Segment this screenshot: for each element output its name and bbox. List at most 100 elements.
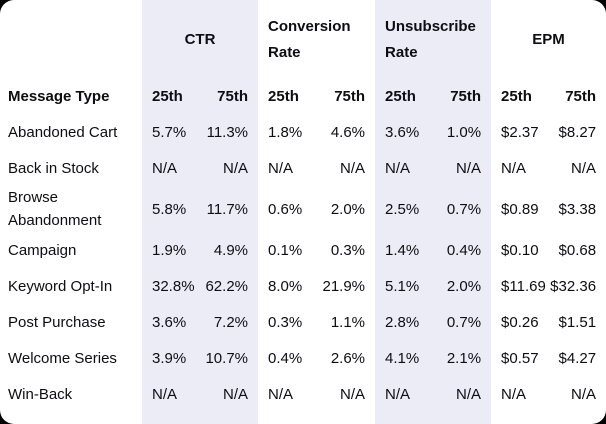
conversion-25th-header: 25th: [268, 87, 299, 105]
conversion-75th-cell: 0.3%: [330, 241, 366, 259]
conversion-75th-cell: 1.1%: [330, 313, 366, 331]
unsubscribe-75th-cell: N/A: [456, 159, 482, 177]
epm-75th-cell: $32.36: [550, 277, 597, 295]
conversion-25th-cell: 0.6%: [268, 200, 303, 218]
conversion-25th-cell: 0.3%: [268, 313, 303, 331]
epm-25th-cell: $0.57: [501, 349, 539, 367]
unsubscribe-25th-cell: 3.6%: [385, 123, 420, 141]
epm-25th-cell: $2.37: [501, 123, 539, 141]
column-group-conversion-rate: Conversion Rate: [268, 18, 351, 61]
unsubscribe-25th-cell: N/A: [385, 385, 411, 403]
unsubscribe-75th-cell: 0.4%: [446, 241, 482, 259]
conversion-75th-header: 75th: [334, 87, 366, 105]
conversion-75th-cell: 2.0%: [330, 200, 366, 218]
unsubscribe-25th-cell: 4.1%: [385, 349, 420, 367]
epm-75th-cell: $1.51: [558, 313, 597, 331]
table-row: Campaign 1.9% 4.9% 0.1% 0.3% 1.4% 0.4% $…: [0, 232, 606, 268]
ctr-column-highlight-band: [142, 0, 258, 424]
epm-25th-cell: N/A: [501, 385, 527, 403]
message-type-cell: Browse Abandonment: [8, 189, 102, 229]
ctr-25th-cell: 5.7%: [152, 123, 187, 141]
ctr-25th-cell: 3.6%: [152, 313, 187, 331]
table-header: CTR Conversion Rate Unsubscribe Rate EPM…: [0, 0, 606, 114]
epm-25th-cell: $11.69: [501, 277, 546, 295]
unsubscribe-25th-cell: 2.8%: [385, 313, 420, 331]
ctr-75th-cell: N/A: [223, 385, 249, 403]
table-row: Keyword Opt-In 32.8% 62.2% 8.0% 21.9% 5.…: [0, 268, 606, 304]
ctr-25th-cell: 1.9%: [152, 241, 187, 259]
conversion-75th-cell: 4.6%: [330, 123, 366, 141]
message-type-cell: Win-Back: [8, 385, 73, 403]
epm-25th-cell: N/A: [501, 159, 527, 177]
message-type-cell: Campaign: [8, 241, 77, 259]
conversion-25th-cell: N/A: [268, 159, 294, 177]
conversion-25th-cell: 1.8%: [268, 123, 303, 141]
unsubscribe-75th-cell: 0.7%: [446, 313, 482, 331]
ctr-75th-cell: 10.7%: [205, 349, 249, 367]
percentile-header-row: Message Type 25th 75th 25th 75th 25th 75…: [0, 78, 606, 114]
conversion-25th-cell: N/A: [268, 385, 294, 403]
epm-25th-cell: $0.26: [501, 313, 539, 331]
epm-75th-cell: N/A: [571, 385, 597, 403]
ctr-75th-cell: 7.2%: [213, 313, 249, 331]
ctr-25th-cell: N/A: [152, 159, 178, 177]
table-row: Win-Back N/A N/A N/A N/A N/A N/A N/A N/A: [0, 376, 606, 412]
epm-25th-cell: $0.10: [501, 241, 539, 259]
unsubscribe-75th-cell: N/A: [456, 385, 482, 403]
table-corner-cell: [0, 0, 142, 78]
unsubscribe-75th-cell: 0.7%: [446, 200, 482, 218]
ctr-75th-cell: 62.2%: [205, 277, 249, 295]
epm-75th-cell: N/A: [571, 159, 597, 177]
ctr-25th-cell: N/A: [152, 385, 178, 403]
table-row: Browse Abandonment 5.8% 11.7% 0.6% 2.0% …: [0, 186, 606, 232]
epm-25th-header: 25th: [501, 87, 532, 105]
conversion-25th-cell: 8.0%: [268, 277, 303, 295]
ctr-25th-cell: 3.9%: [152, 349, 187, 367]
ctr-75th-cell: 11.3%: [206, 123, 249, 141]
epm-75th-cell: $3.38: [558, 200, 597, 218]
conversion-75th-cell: N/A: [340, 385, 366, 403]
column-group-header-row: CTR Conversion Rate Unsubscribe Rate EPM: [0, 0, 606, 78]
ctr-25th-cell: 5.8%: [152, 200, 187, 218]
message-type-cell: Welcome Series: [8, 349, 117, 367]
column-group-ctr: CTR: [184, 31, 216, 48]
table-row: Back in Stock N/A N/A N/A N/A N/A N/A N/…: [0, 150, 606, 186]
unsubscribe-75th-cell: 2.0%: [446, 277, 482, 295]
column-group-unsubscribe-rate: Unsubscribe Rate: [385, 18, 476, 61]
ctr-75th-cell: 4.9%: [213, 241, 249, 259]
unsubscribe-25th-cell: 1.4%: [385, 241, 420, 259]
table-row: Post Purchase 3.6% 7.2% 0.3% 1.1% 2.8% 0…: [0, 304, 606, 340]
epm-75th-cell: $8.27: [558, 123, 597, 141]
unsubscribe-25th-cell: N/A: [385, 159, 411, 177]
ctr-75th-cell: 11.7%: [206, 200, 249, 218]
conversion-75th-cell: N/A: [340, 159, 366, 177]
unsubscribe-75th-header: 75th: [450, 87, 482, 105]
epm-25th-cell: $0.89: [501, 200, 539, 218]
ctr-25th-cell: 32.8%: [152, 277, 195, 295]
unsubscribe-25th-header: 25th: [385, 87, 416, 105]
unsubscribe-75th-cell: 2.1%: [446, 349, 482, 367]
message-type-cell: Abandoned Cart: [8, 123, 118, 141]
epm-75th-cell: $0.68: [558, 241, 597, 259]
epm-75th-cell: $4.27: [558, 349, 597, 367]
unsubscribe-column-highlight-band: [375, 0, 491, 424]
message-type-cell: Keyword Opt-In: [8, 277, 113, 295]
message-type-header: Message Type: [8, 87, 110, 105]
ctr-25th-header: 25th: [152, 87, 183, 105]
unsubscribe-25th-cell: 5.1%: [385, 277, 420, 295]
message-type-cell: Post Purchase: [8, 313, 106, 331]
table-row: Welcome Series 3.9% 10.7% 0.4% 2.6% 4.1%…: [0, 340, 606, 376]
epm-75th-header: 75th: [565, 87, 597, 105]
table-row: Abandoned Cart 5.7% 11.3% 1.8% 4.6% 3.6%…: [0, 114, 606, 150]
message-type-benchmarks-table: CTR Conversion Rate Unsubscribe Rate EPM…: [0, 0, 606, 412]
ctr-75th-cell: N/A: [223, 159, 249, 177]
table-body: Abandoned Cart 5.7% 11.3% 1.8% 4.6% 3.6%…: [0, 114, 606, 412]
conversion-25th-cell: 0.1%: [268, 241, 303, 259]
message-type-cell: Back in Stock: [8, 159, 99, 177]
ctr-75th-header: 75th: [217, 87, 249, 105]
conversion-75th-cell: 2.6%: [330, 349, 366, 367]
unsubscribe-25th-cell: 2.5%: [385, 200, 420, 218]
conversion-25th-cell: 0.4%: [268, 349, 303, 367]
conversion-75th-cell: 21.9%: [322, 277, 366, 295]
